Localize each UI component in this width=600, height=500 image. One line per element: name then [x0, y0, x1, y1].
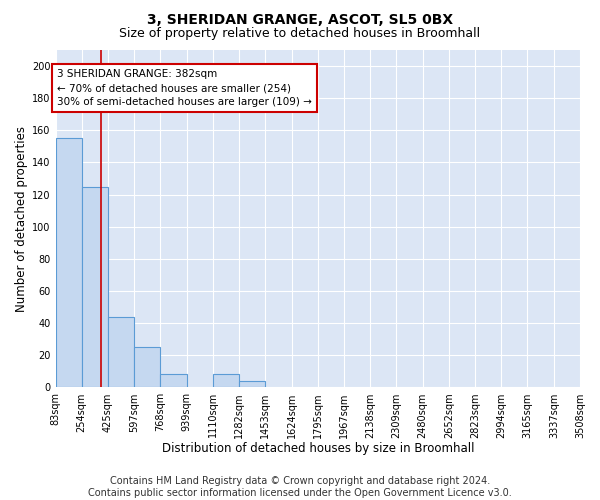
Y-axis label: Number of detached properties: Number of detached properties: [15, 126, 28, 312]
Text: Size of property relative to detached houses in Broomhall: Size of property relative to detached ho…: [119, 28, 481, 40]
Bar: [56, 138, 82, 388]
Bar: [160, 374, 187, 388]
Bar: [213, 374, 239, 388]
Text: 3 SHERIDAN GRANGE: 382sqm
← 70% of detached houses are smaller (254)
30% of semi: 3 SHERIDAN GRANGE: 382sqm ← 70% of detac…: [57, 70, 312, 108]
Bar: [108, 316, 134, 388]
Text: 3, SHERIDAN GRANGE, ASCOT, SL5 0BX: 3, SHERIDAN GRANGE, ASCOT, SL5 0BX: [147, 12, 453, 26]
Text: Contains HM Land Registry data © Crown copyright and database right 2024.
Contai: Contains HM Land Registry data © Crown c…: [88, 476, 512, 498]
Bar: [134, 347, 160, 388]
Bar: [239, 381, 265, 388]
X-axis label: Distribution of detached houses by size in Broomhall: Distribution of detached houses by size …: [161, 442, 474, 455]
Bar: [82, 186, 108, 388]
